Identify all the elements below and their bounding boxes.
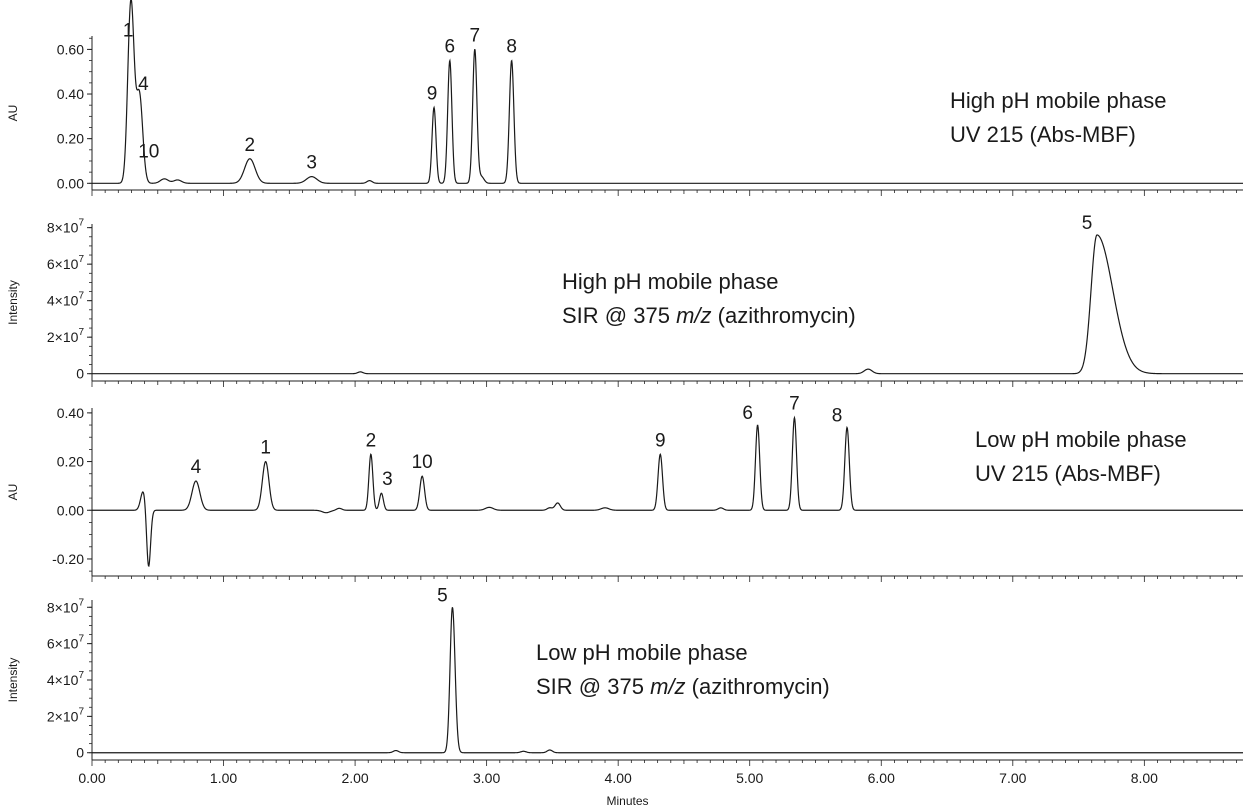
peak-label: 2	[366, 430, 377, 451]
y-axis-label: AU	[6, 484, 20, 501]
y-tick-label: 8×107	[47, 597, 85, 615]
x-tick-label: 8.00	[1131, 770, 1158, 786]
y-tick-label: 0.00	[57, 502, 84, 518]
peak-label: 10	[138, 141, 159, 162]
peak-label: 9	[427, 83, 438, 104]
x-tick-label: 2.00	[341, 770, 368, 786]
trace-high-ph-uv	[92, 0, 1243, 184]
trace-high-ph-sir	[92, 234, 1243, 375]
x-tick-label: 5.00	[736, 770, 763, 786]
y-axis-label: AU	[6, 105, 20, 122]
peak-label: 4	[138, 74, 149, 95]
y-tick-label: 0.40	[57, 405, 84, 421]
y-tick-label: 0.20	[57, 454, 84, 470]
y-tick-label: 2×107	[47, 327, 85, 345]
x-tick-label: 6.00	[868, 770, 895, 786]
x-tick-label: 7.00	[999, 770, 1026, 786]
peak-label: 5	[437, 585, 448, 606]
y-tick-label: 0.40	[57, 86, 84, 102]
x-tick-label: 1.00	[210, 770, 237, 786]
peak-label: 7	[789, 394, 800, 415]
x-tick-label: 3.00	[473, 770, 500, 786]
peak-label: 7	[470, 25, 481, 46]
y-tick-label: 4×107	[47, 670, 85, 688]
y-tick-label: 4×107	[47, 291, 85, 309]
peak-label: 1	[123, 21, 134, 42]
y-tick-label: 0	[76, 745, 84, 761]
y-tick-label: 6×107	[47, 634, 85, 652]
peak-label: 3	[382, 469, 393, 490]
peak-label: 3	[306, 153, 317, 174]
x-tick-label: 0.00	[78, 770, 105, 786]
y-tick-label: 8×107	[47, 218, 85, 236]
y-axis-label: Intensity	[6, 280, 20, 325]
peak-label: 1	[260, 438, 271, 459]
peak-label: 2	[245, 135, 256, 156]
trace-low-ph-uv	[92, 415, 1243, 567]
y-tick-label: 6×107	[47, 254, 85, 272]
y-axis-label: Intensity	[6, 658, 20, 703]
y-tick-label: 0	[76, 366, 84, 382]
panel-annotation: SIR @ 375 m/z (azithromycin)	[536, 674, 830, 699]
x-tick-label: 4.00	[605, 770, 632, 786]
trace-low-ph-sir	[92, 607, 1243, 754]
panel-annotation: High pH mobile phase	[950, 88, 1166, 113]
peak-label: 9	[655, 430, 666, 451]
y-tick-label: 0.60	[57, 41, 84, 57]
panel-annotation: UV 215 (Abs-MBF)	[975, 461, 1161, 486]
panel-annotation: Low pH mobile phase	[975, 427, 1187, 452]
y-tick-label: 0.20	[57, 131, 84, 147]
peak-label: 8	[832, 405, 843, 426]
y-tick-label: 0.00	[57, 175, 84, 191]
panel-annotation: High pH mobile phase	[562, 269, 778, 294]
panel-annotation: UV 215 (Abs-MBF)	[950, 122, 1136, 147]
y-tick-label: 2×107	[47, 706, 85, 724]
peak-label: 6	[742, 403, 753, 424]
panel-annotation: SIR @ 375 m/z (azithromycin)	[562, 303, 856, 328]
panel-annotation: Low pH mobile phase	[536, 640, 748, 665]
y-tick-label: -0.20	[52, 551, 84, 567]
peak-label: 6	[445, 37, 456, 58]
peak-label: 10	[412, 452, 433, 473]
x-axis-label: Minutes	[606, 794, 648, 808]
peak-label: 5	[1082, 213, 1093, 234]
peak-label: 8	[506, 37, 517, 58]
peak-label: 4	[191, 457, 202, 478]
